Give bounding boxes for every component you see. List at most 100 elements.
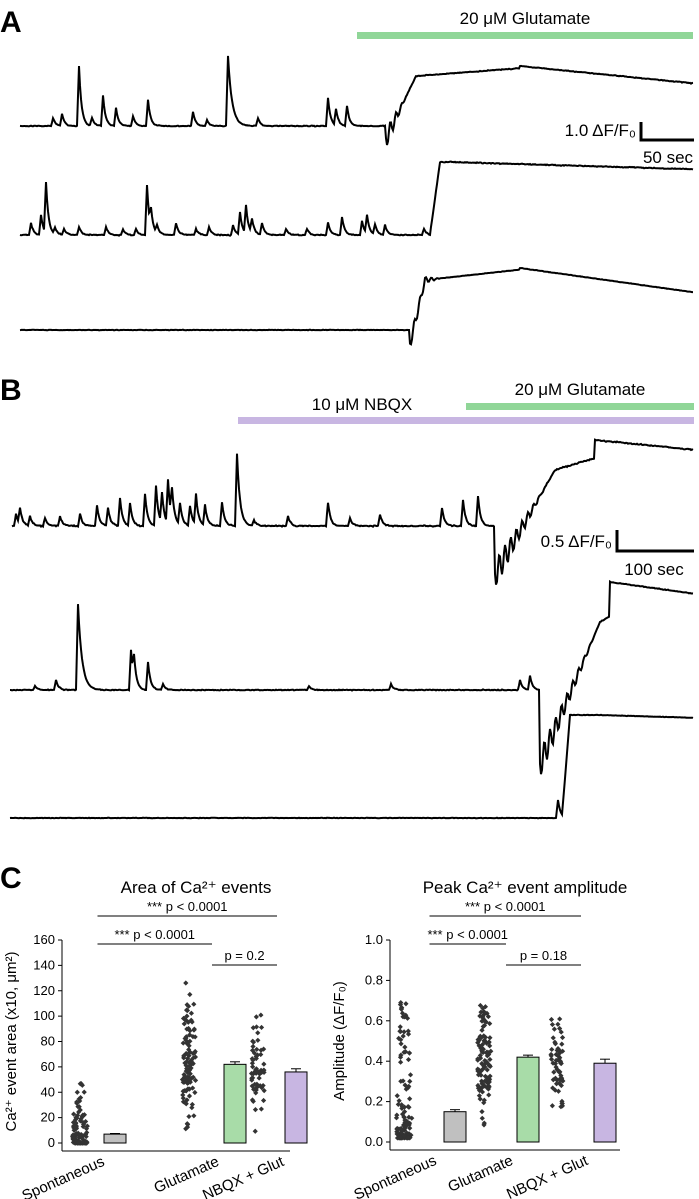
scatter-point <box>250 1043 256 1050</box>
scatter-point <box>479 1027 485 1033</box>
scatter-point <box>401 1029 407 1035</box>
scatter-point <box>401 1114 407 1120</box>
scatter-point <box>555 1021 561 1027</box>
scatter-point <box>183 1062 189 1069</box>
scatter-point <box>255 1037 261 1043</box>
scatter-point <box>75 1112 81 1119</box>
scatter-point <box>477 1096 483 1102</box>
panel-a-trace-3 <box>19 266 693 346</box>
scatter-point <box>74 1115 80 1121</box>
scatter-point <box>250 1057 256 1063</box>
scatter-point <box>486 1062 492 1069</box>
scatter-point <box>191 1050 198 1056</box>
scatter-point <box>400 1078 406 1084</box>
category-label: NBQX + Glut <box>504 1152 591 1199</box>
scatter-point <box>485 1086 492 1092</box>
scatter-point <box>190 1055 196 1061</box>
y-tick-label: 0.4 <box>365 1053 383 1068</box>
scatter-point <box>252 1128 258 1134</box>
scatter-point <box>481 1122 487 1128</box>
scatter-point <box>78 1131 84 1138</box>
scatter-point <box>257 1083 263 1089</box>
scatter-point <box>79 1139 86 1145</box>
scatter-point <box>76 1096 82 1102</box>
scatter-point <box>180 1095 186 1101</box>
scatter-point <box>183 1074 189 1080</box>
scatter-point <box>184 1066 190 1072</box>
scatter-point <box>186 1047 192 1053</box>
scatter-point <box>258 1051 264 1058</box>
scatter-point <box>551 1026 557 1032</box>
scatter-point <box>475 1072 482 1078</box>
panel-b-trace-3 <box>9 713 694 820</box>
category-label: Spontaneous <box>19 1153 107 1199</box>
scatter-point <box>402 1125 408 1131</box>
scatter-point <box>253 1024 260 1030</box>
scatter-point <box>555 1045 561 1052</box>
scatter-point <box>191 1026 197 1032</box>
y-tick-label: 100 <box>33 1008 55 1023</box>
bar <box>223 1063 247 1144</box>
scatter-point <box>405 1104 411 1110</box>
scatter-point <box>181 1021 187 1027</box>
y-tick-label: 0.2 <box>365 1094 383 1109</box>
y-tick-label: 0.8 <box>365 972 383 987</box>
panel-b-nbqx-bar <box>238 417 694 424</box>
scatter-point <box>482 1057 488 1064</box>
scatter-point <box>553 1057 559 1063</box>
scatter-point <box>398 1078 404 1084</box>
scatter-point <box>557 1025 563 1032</box>
significance-label: p = 0.18 <box>520 948 567 963</box>
scatter-point <box>401 1109 408 1115</box>
scatter-point <box>485 1013 491 1020</box>
scatter-point <box>400 1033 406 1039</box>
scatter-point <box>478 1009 484 1015</box>
panel-b-nbqx-label: 10 μM NBQX <box>312 395 413 414</box>
scatter-point <box>479 1085 485 1091</box>
y-tick-label: 0 <box>48 1135 55 1150</box>
scatter-point <box>252 1086 258 1092</box>
y-tick-label: 20 <box>41 1110 55 1125</box>
scatter-point <box>252 1081 258 1088</box>
scatter-point <box>394 1126 400 1132</box>
scatter-point <box>407 1125 413 1131</box>
scatter-point <box>258 1047 264 1053</box>
scatter-point <box>192 1034 198 1040</box>
scatter-point <box>487 1043 493 1049</box>
scatter-point <box>555 1088 562 1094</box>
scatter-point <box>475 1082 481 1089</box>
panel-b-trace-2 <box>10 579 694 775</box>
scatter-point <box>74 1089 80 1095</box>
scatter-point <box>261 1061 267 1067</box>
scatter-point <box>183 1037 189 1044</box>
y-tick-label: 60 <box>41 1059 55 1074</box>
scatter-point <box>406 1120 413 1126</box>
scatter-point <box>261 1088 267 1094</box>
scatter-point <box>486 1083 492 1089</box>
scatter-point <box>186 1043 192 1049</box>
scatter-point <box>186 1113 192 1120</box>
scatter-point <box>252 1107 259 1113</box>
scatter-point <box>559 1098 565 1104</box>
scatter-point <box>395 1131 401 1138</box>
scatter-point <box>397 1134 404 1140</box>
scatter-point <box>394 1112 400 1118</box>
scatter-point <box>191 1113 197 1119</box>
scatter-point <box>406 1114 412 1120</box>
scatter-point <box>550 1060 556 1066</box>
scatter-point <box>482 1004 489 1010</box>
scatter-point <box>79 1082 85 1088</box>
scatter-point <box>82 1131 89 1137</box>
scatter-point <box>407 1072 414 1078</box>
scatter-point <box>477 1013 483 1019</box>
scatter-point <box>180 1092 186 1098</box>
scatter-point <box>485 1077 491 1083</box>
scatter-point <box>401 1049 407 1055</box>
scatter-point <box>71 1127 77 1133</box>
y-tick-label: 0.0 <box>365 1134 383 1149</box>
scatter-point <box>180 1015 187 1022</box>
scatter-point <box>398 1130 404 1137</box>
scatter-point <box>80 1119 86 1126</box>
scatter-point <box>192 1077 199 1084</box>
scatter-point <box>181 1052 187 1059</box>
